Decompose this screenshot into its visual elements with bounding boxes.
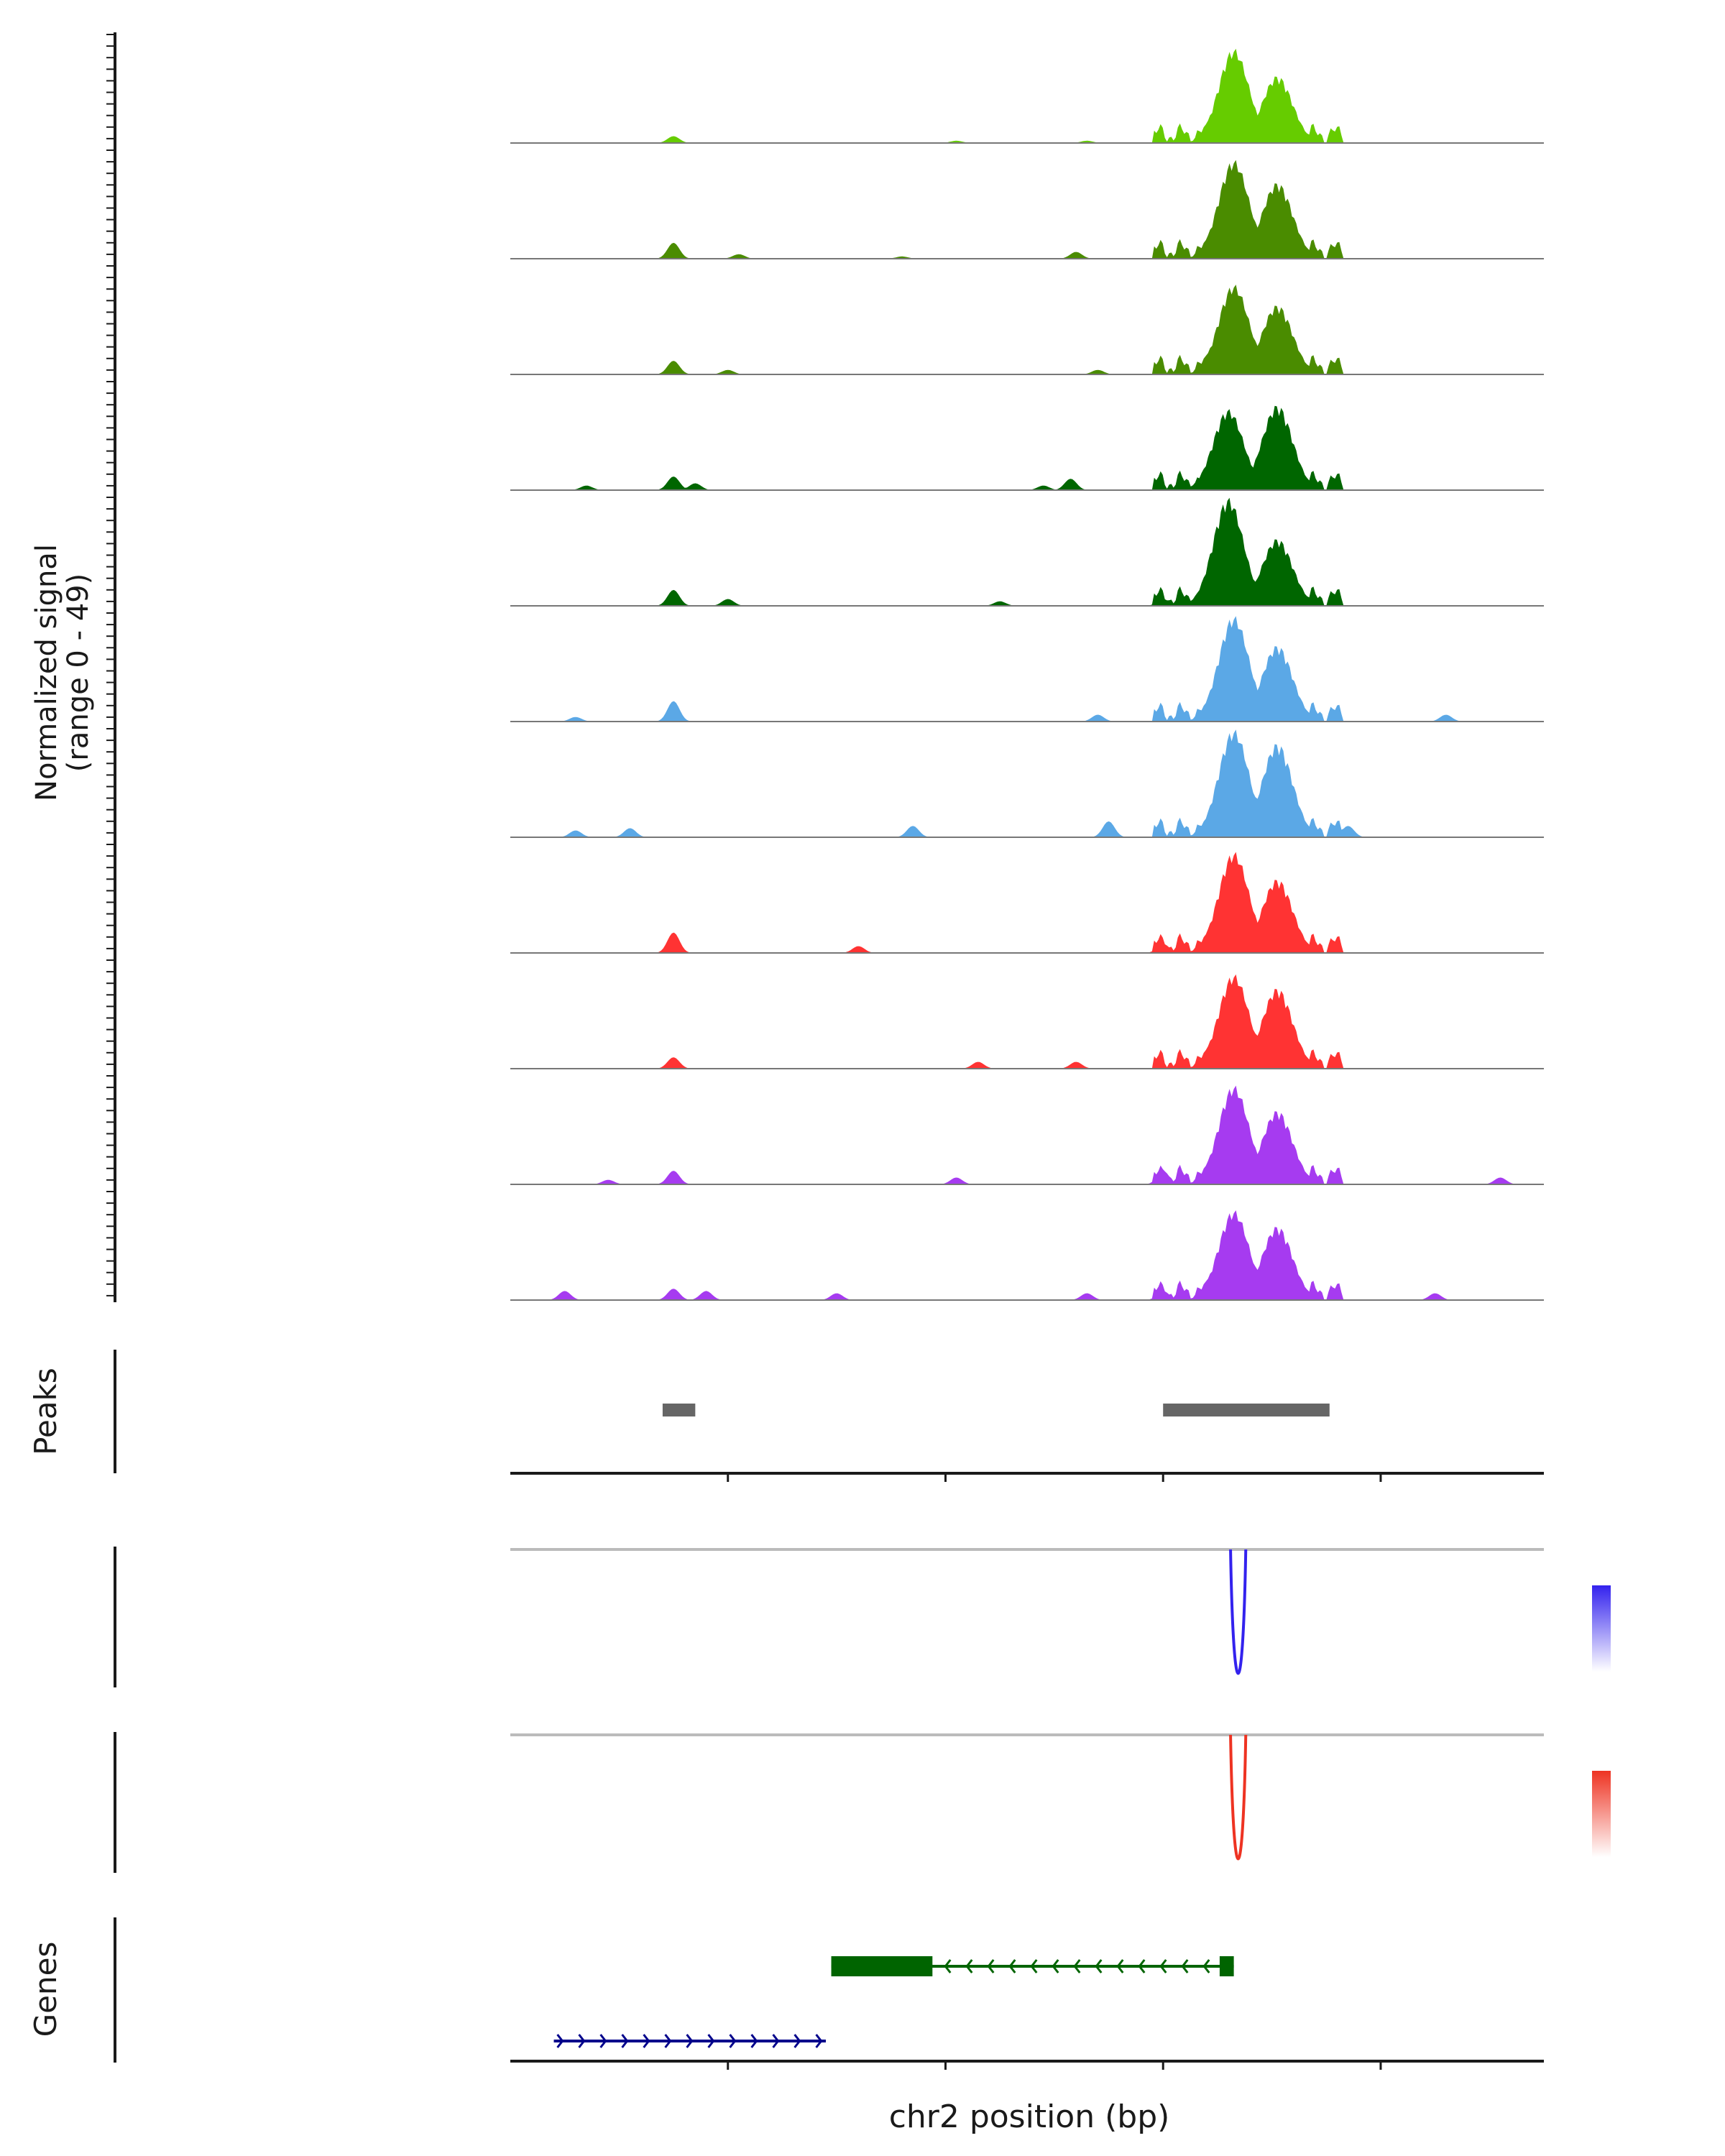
strand-arrow <box>1052 1959 1059 1973</box>
strand-arrow <box>643 2034 650 2048</box>
links-track <box>114 1547 1611 1687</box>
gene-exon <box>831 1956 933 1976</box>
coverage-track <box>510 405 1544 491</box>
coverage-y-axis <box>106 32 116 1302</box>
strand-arrow <box>578 2034 586 2048</box>
strand-arrow <box>729 2034 737 2048</box>
strand-arrow <box>1138 1959 1146 1973</box>
coverage-track <box>510 852 1544 954</box>
strand-arrow <box>599 2034 607 2048</box>
legend-colorbar <box>1592 1771 1611 1857</box>
coverage-track <box>510 729 1544 838</box>
strand-arrow <box>1030 1959 1038 1973</box>
coverage-tracks <box>510 48 1544 1301</box>
strand-arrow <box>965 1959 973 1973</box>
coverage-track <box>510 1085 1544 1185</box>
coverage-area <box>510 974 1544 1069</box>
links-track <box>114 1732 1611 1873</box>
coverage-area <box>510 1210 1544 1300</box>
strand-arrow <box>944 1959 952 1973</box>
coverage-ylabel-line2: (range 0 - 49) <box>62 573 95 772</box>
x-axis-peaks <box>510 1472 1544 1482</box>
strand-arrow <box>1202 1959 1210 1973</box>
strand-arrow <box>1116 1959 1124 1973</box>
x-axis-title: chr2 position (bp) <box>889 2099 1170 2135</box>
coverage-area <box>510 497 1544 606</box>
peaks-track-label: Peaks <box>28 1368 63 1455</box>
strand-arrow <box>1008 1959 1016 1973</box>
x-axis-genes <box>510 2060 1544 2070</box>
coverage-area <box>510 1085 1544 1184</box>
strand-arrow <box>772 2034 780 2048</box>
genes-track-label: Genes <box>28 1942 63 2037</box>
coverage-track <box>510 497 1544 607</box>
peak-regions <box>662 1404 1330 1416</box>
strand-arrow <box>664 2034 672 2048</box>
coverage-track <box>510 285 1544 375</box>
coverage-area <box>510 729 1544 837</box>
strand-arrow <box>987 1959 995 1973</box>
legend-colorbar <box>1592 1585 1611 1672</box>
strand-arrow <box>556 2034 564 2048</box>
coverage-area <box>510 160 1544 259</box>
link-arc <box>1229 1549 1248 1675</box>
coverage-ylabel-line1: Normalized signal <box>30 544 63 801</box>
coverage-area <box>510 48 1544 144</box>
strand-arrow <box>707 2034 715 2048</box>
strand-arrow <box>1073 1959 1081 1973</box>
coverage-track <box>510 1210 1544 1301</box>
gene-exon <box>1219 1956 1234 1976</box>
coverage-track <box>510 616 1544 722</box>
coverage-area <box>510 285 1544 374</box>
gene-model <box>831 1956 1234 1976</box>
links-tracks <box>114 1547 1611 1873</box>
strand-arrow <box>1181 1959 1189 1973</box>
strand-arrow <box>794 2034 801 2048</box>
peak-region <box>662 1404 696 1416</box>
coverage-area <box>510 405 1544 490</box>
coverage-track <box>510 160 1544 259</box>
gene-models <box>553 1956 1234 2048</box>
coverage-area <box>510 852 1544 953</box>
coverage-track <box>510 974 1544 1069</box>
gene-model <box>553 2034 826 2048</box>
strand-arrow <box>750 2034 758 2048</box>
link-arc <box>1229 1734 1248 1861</box>
coverage-area <box>510 616 1544 722</box>
strand-arrow <box>621 2034 629 2048</box>
coverage-track <box>510 48 1544 144</box>
strand-arrow <box>1095 1959 1103 1973</box>
strand-arrow <box>686 2034 694 2048</box>
peak-region <box>1163 1404 1330 1416</box>
strand-arrow <box>815 2034 823 2048</box>
strand-arrow <box>1159 1959 1167 1973</box>
